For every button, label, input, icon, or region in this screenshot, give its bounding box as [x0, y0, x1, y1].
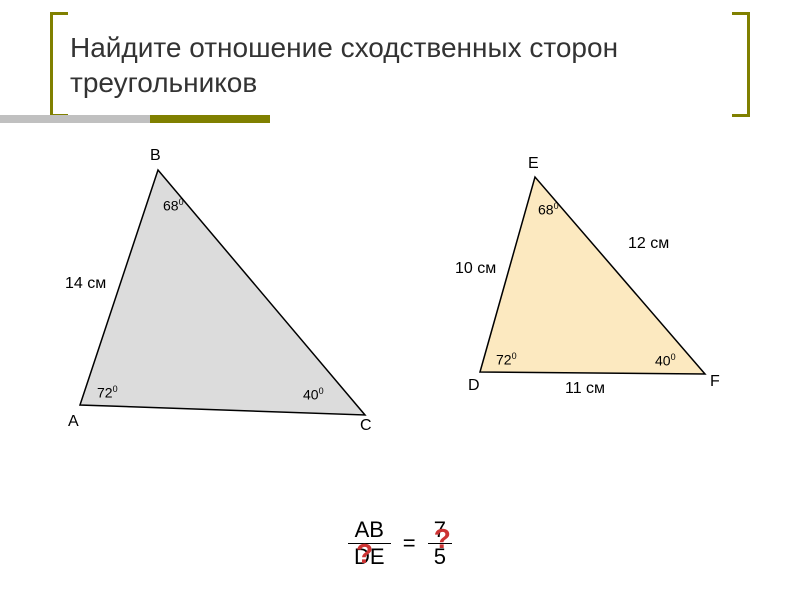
equation-row: AB DE ? = 7 5 ? [0, 517, 800, 570]
vertex-f: F [710, 373, 720, 391]
bracket-right [732, 12, 750, 117]
decor-bar-gray [0, 115, 150, 123]
side-ef: 12 см [628, 235, 669, 253]
question-mark-1: ? [356, 538, 373, 570]
side-df: 11 см [565, 380, 605, 398]
bracket-left [50, 12, 68, 117]
angle-e: 680 [538, 201, 559, 218]
title-frame: Найдите отношение сходственных сторон тр… [60, 30, 740, 100]
vertex-d: D [468, 377, 480, 395]
diagram-area: A B C 680 720 400 14 см D E F 680 720 40… [0, 155, 800, 445]
fraction-right: 7 5 ? [428, 517, 452, 570]
angle-d: 720 [496, 351, 517, 368]
angle-f: 400 [655, 352, 676, 369]
triangle-def [0, 155, 750, 435]
decor-bar-olive [150, 115, 270, 123]
question-mark-2: ? [434, 523, 451, 555]
slide-title: Найдите отношение сходственных сторон тр… [60, 30, 740, 100]
vertex-e: E [528, 155, 539, 173]
equals-sign: = [403, 531, 416, 556]
fraction-left: AB DE ? [348, 517, 391, 570]
frac-den-left: DE ? [348, 544, 391, 570]
side-de: 10 см [455, 260, 496, 278]
